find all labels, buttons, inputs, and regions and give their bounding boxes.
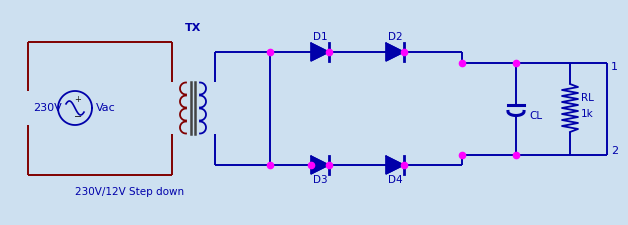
Text: +: + xyxy=(75,95,82,104)
Text: D3: D3 xyxy=(313,175,327,185)
Text: D4: D4 xyxy=(387,175,403,185)
Text: RL: RL xyxy=(581,93,594,103)
Text: 230V/12V Step down: 230V/12V Step down xyxy=(75,187,185,197)
Polygon shape xyxy=(311,43,329,61)
Text: TX: TX xyxy=(185,23,201,33)
Polygon shape xyxy=(386,43,404,61)
Text: 1: 1 xyxy=(611,62,618,72)
Text: 2: 2 xyxy=(611,146,618,156)
Text: 230V: 230V xyxy=(33,103,62,113)
Text: Vac: Vac xyxy=(96,103,116,113)
Text: D1: D1 xyxy=(313,32,327,42)
Polygon shape xyxy=(311,156,329,174)
Text: 1k: 1k xyxy=(581,109,593,119)
Polygon shape xyxy=(386,156,404,174)
Text: D2: D2 xyxy=(387,32,403,42)
Text: CL: CL xyxy=(529,111,542,121)
Text: −: − xyxy=(74,112,82,122)
